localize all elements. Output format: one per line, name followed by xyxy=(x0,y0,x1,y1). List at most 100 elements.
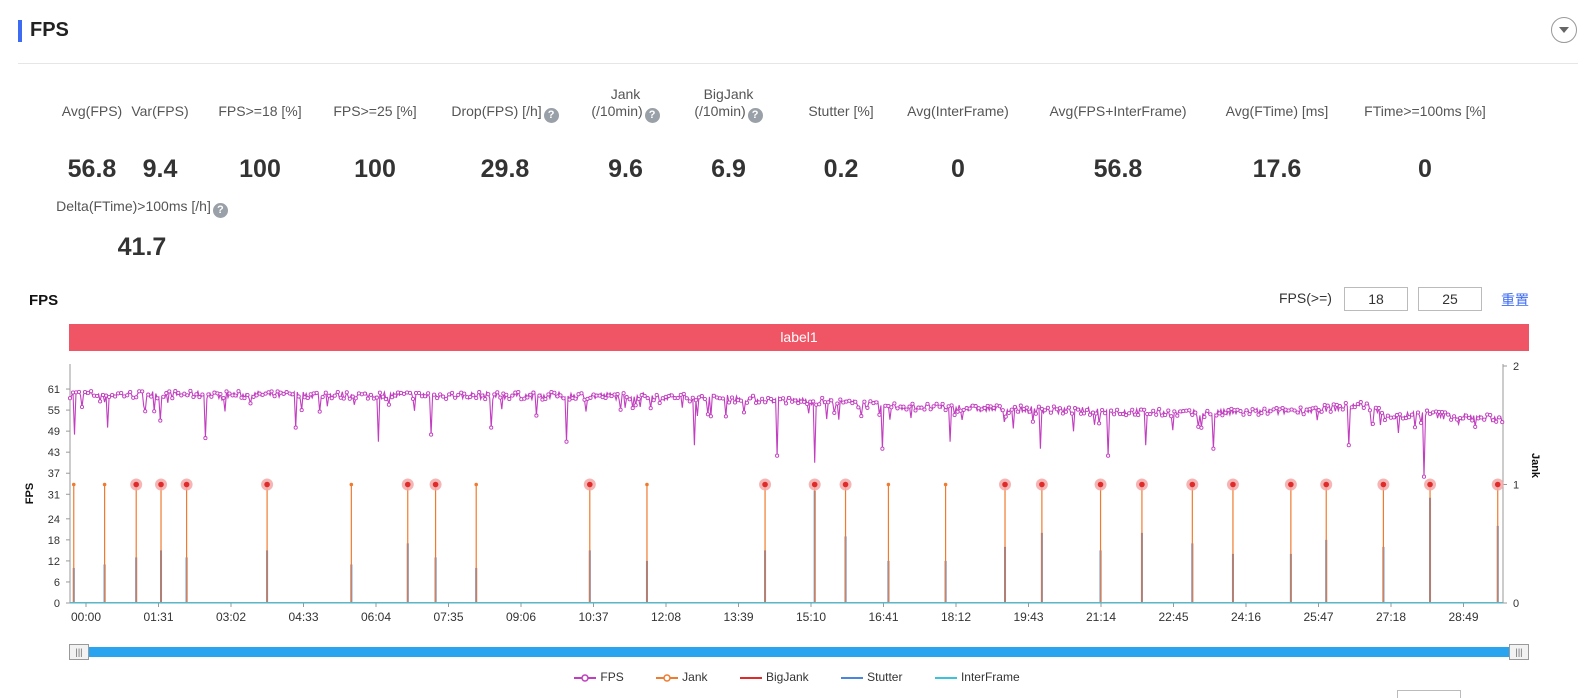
fps-point xyxy=(254,393,259,398)
fps-point xyxy=(1455,417,1460,422)
fps-point xyxy=(456,392,461,397)
metric-avg-ftime: Avg(FTime) [ms] 17.6 xyxy=(1207,103,1347,183)
fps-point xyxy=(245,392,250,398)
fps-point xyxy=(1205,408,1210,413)
fps-point xyxy=(1151,408,1156,413)
page-size-select[interactable] xyxy=(1397,690,1461,698)
fps-point xyxy=(462,391,467,396)
y-tick-label: 55 xyxy=(48,405,60,417)
fps-point xyxy=(1443,410,1448,415)
fps-point xyxy=(1106,453,1111,458)
fps-point xyxy=(919,405,924,410)
fps-point xyxy=(1154,412,1159,417)
fps-point xyxy=(176,390,181,395)
fps-point xyxy=(251,394,256,399)
fps-point xyxy=(865,405,870,410)
fps-point xyxy=(107,394,112,400)
bigjank-point xyxy=(264,481,270,488)
fps-threshold-low-input[interactable] xyxy=(1344,287,1408,311)
fps-point xyxy=(949,403,954,408)
fps-point xyxy=(648,406,653,411)
fps-point xyxy=(209,394,214,399)
fps-point xyxy=(741,410,747,415)
fps-point xyxy=(389,395,395,400)
legend-label: BigJank xyxy=(765,669,809,684)
y-tick-label: 0 xyxy=(54,598,60,610)
jank-point xyxy=(943,482,948,487)
fps-point xyxy=(1006,410,1011,416)
slider-track[interactable] xyxy=(69,647,1529,657)
fps-point xyxy=(392,393,398,398)
metric-label: Stutter [%] xyxy=(808,103,874,119)
metric-var-fps: Var(FPS) 9.4 xyxy=(120,103,200,183)
fps-point xyxy=(290,392,295,397)
fps-point xyxy=(609,394,614,399)
slider-handle-right[interactable]: ||| xyxy=(1509,644,1529,660)
help-icon[interactable]: ? xyxy=(212,203,228,218)
legend-item-fps[interactable]: FPS xyxy=(574,670,624,684)
label-band[interactable]: label1 xyxy=(69,324,1529,351)
fps-point xyxy=(645,396,650,401)
fps-point xyxy=(1172,409,1177,414)
fps-point xyxy=(332,393,337,398)
x-tick-label: 25:47 xyxy=(1303,610,1333,624)
fps-point xyxy=(853,399,858,404)
bigjank-point xyxy=(842,481,849,488)
slider-handle-left[interactable]: ||| xyxy=(69,644,89,660)
metric-label: Avg(InterFrame) xyxy=(907,103,1009,119)
fps-point xyxy=(1244,408,1249,413)
fps-point xyxy=(1057,406,1062,411)
x-tick-label: 00:00 xyxy=(71,610,101,624)
fps-point xyxy=(1208,412,1213,417)
fps-point xyxy=(847,398,852,403)
reset-link[interactable]: 重置 xyxy=(1501,292,1529,308)
fps-point xyxy=(603,395,608,401)
fps-point xyxy=(158,418,163,423)
metric-value: 56.8 xyxy=(67,155,117,183)
y-tick-label: 61 xyxy=(48,384,60,396)
fps-point xyxy=(1452,414,1457,419)
help-icon[interactable]: ? xyxy=(543,108,559,123)
help-icon[interactable]: ? xyxy=(747,108,763,123)
fps-point xyxy=(1449,417,1454,422)
fps-point xyxy=(723,414,728,419)
legend-item-bigjank[interactable]: BigJank xyxy=(739,669,809,684)
fps-point xyxy=(468,394,473,400)
metric-value: 17.6 xyxy=(1252,155,1302,183)
help-icon[interactable]: ? xyxy=(644,108,660,123)
fps-point xyxy=(531,390,536,395)
bigjank-point xyxy=(1230,481,1236,488)
fps-point xyxy=(296,394,301,399)
fps-point xyxy=(1328,409,1333,414)
collapse-toggle-button[interactable] xyxy=(1551,17,1577,43)
legend-item-jank[interactable]: Jank xyxy=(656,670,708,684)
time-range-slider[interactable]: ||| ||| xyxy=(69,644,1529,660)
fps-point xyxy=(829,398,834,403)
legend-item-interframe[interactable]: InterFrame xyxy=(934,670,1020,684)
fps-point xyxy=(654,392,659,398)
fps-point xyxy=(630,406,635,411)
fps-point xyxy=(669,393,674,398)
legend-item-stutter[interactable]: Stutter xyxy=(841,670,902,684)
fps-point xyxy=(1187,408,1192,413)
fps-point xyxy=(1494,419,1499,424)
fps-point xyxy=(826,400,831,405)
fps-point xyxy=(1069,411,1075,416)
fps-point xyxy=(1346,443,1351,448)
fps-point xyxy=(817,402,822,407)
fps-point xyxy=(1087,412,1093,417)
fps-point xyxy=(140,389,145,394)
fps-point xyxy=(729,395,735,400)
bigjank-point xyxy=(1427,481,1433,488)
jank-point xyxy=(645,482,649,487)
fps-threshold-high-input[interactable] xyxy=(1418,287,1482,311)
fps-point xyxy=(781,396,786,401)
fps-point xyxy=(368,392,373,397)
fps-point xyxy=(708,414,713,419)
fps-point xyxy=(1030,419,1035,424)
fps-point xyxy=(471,393,476,398)
fps-point xyxy=(453,395,458,400)
section-title: FPS xyxy=(30,19,69,41)
metric-stutter: Stutter [%] 0.2 xyxy=(786,103,896,183)
